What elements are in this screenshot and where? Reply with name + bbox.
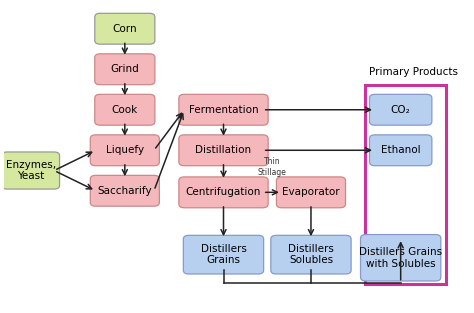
Text: Distillers Grains
with Solubles: Distillers Grains with Solubles: [359, 247, 442, 269]
FancyBboxPatch shape: [370, 94, 432, 125]
FancyBboxPatch shape: [271, 235, 351, 274]
Text: Cook: Cook: [112, 105, 138, 115]
Text: Primary Products: Primary Products: [369, 67, 458, 77]
FancyBboxPatch shape: [179, 177, 268, 208]
FancyBboxPatch shape: [370, 135, 432, 166]
Text: Distillation: Distillation: [195, 145, 252, 155]
FancyBboxPatch shape: [183, 235, 264, 274]
FancyBboxPatch shape: [179, 94, 268, 125]
Text: Evaporator: Evaporator: [282, 187, 340, 197]
FancyBboxPatch shape: [179, 135, 268, 166]
Text: Ethanol: Ethanol: [381, 145, 420, 155]
FancyBboxPatch shape: [95, 94, 155, 125]
Text: Fermentation: Fermentation: [189, 105, 258, 115]
Text: Enzymes,
Yeast: Enzymes, Yeast: [6, 160, 55, 181]
FancyBboxPatch shape: [90, 175, 159, 206]
Text: Saccharify: Saccharify: [98, 186, 152, 196]
FancyBboxPatch shape: [276, 177, 346, 208]
Text: Distillers
Grains: Distillers Grains: [201, 244, 246, 265]
Text: Corn: Corn: [112, 24, 137, 34]
Bar: [365, 85, 446, 284]
Text: Grind: Grind: [110, 64, 139, 74]
FancyBboxPatch shape: [95, 54, 155, 85]
FancyBboxPatch shape: [90, 135, 159, 166]
Text: Distillers
Solubles: Distillers Solubles: [288, 244, 334, 265]
FancyBboxPatch shape: [2, 152, 60, 189]
Text: Thin
Stillage: Thin Stillage: [257, 157, 286, 177]
FancyBboxPatch shape: [361, 234, 441, 281]
Text: Centrifugation: Centrifugation: [186, 187, 261, 197]
Text: CO₂: CO₂: [391, 105, 410, 115]
FancyBboxPatch shape: [95, 13, 155, 44]
Text: Liquefy: Liquefy: [106, 145, 144, 155]
